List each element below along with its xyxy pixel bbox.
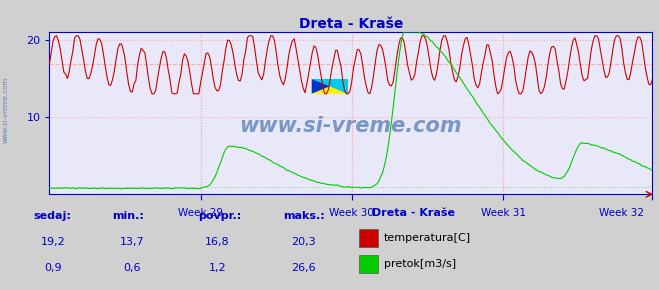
Text: 16,8: 16,8: [205, 237, 230, 247]
Title: Dreta - Kraše: Dreta - Kraše: [299, 17, 403, 31]
Text: www.si-vreme.com: www.si-vreme.com: [240, 116, 462, 136]
Text: 20,3: 20,3: [291, 237, 316, 247]
Text: 19,2: 19,2: [40, 237, 65, 247]
Text: www.si-vreme.com: www.si-vreme.com: [2, 77, 9, 143]
Text: povpr.:: povpr.:: [198, 211, 241, 221]
Bar: [359, 229, 378, 246]
Polygon shape: [312, 79, 348, 94]
Text: temperatura[C]: temperatura[C]: [384, 233, 471, 243]
Text: sedaj:: sedaj:: [33, 211, 71, 221]
Text: 0,9: 0,9: [44, 263, 61, 273]
Text: pretok[m3/s]: pretok[m3/s]: [384, 259, 455, 269]
Polygon shape: [312, 79, 330, 94]
Text: 0,6: 0,6: [123, 263, 140, 273]
Text: min.:: min.:: [112, 211, 144, 221]
Bar: [359, 255, 378, 273]
Text: 13,7: 13,7: [119, 237, 144, 247]
Text: 26,6: 26,6: [291, 263, 316, 273]
Text: Dreta - Kraše: Dreta - Kraše: [372, 208, 455, 218]
Text: Week 31: Week 31: [480, 208, 525, 218]
Text: 1,2: 1,2: [209, 263, 226, 273]
Text: maks.:: maks.:: [283, 211, 325, 221]
Text: Week 29: Week 29: [178, 208, 223, 218]
Text: Week 30: Week 30: [330, 208, 374, 218]
Text: Week 32: Week 32: [599, 208, 645, 218]
Polygon shape: [312, 79, 348, 94]
